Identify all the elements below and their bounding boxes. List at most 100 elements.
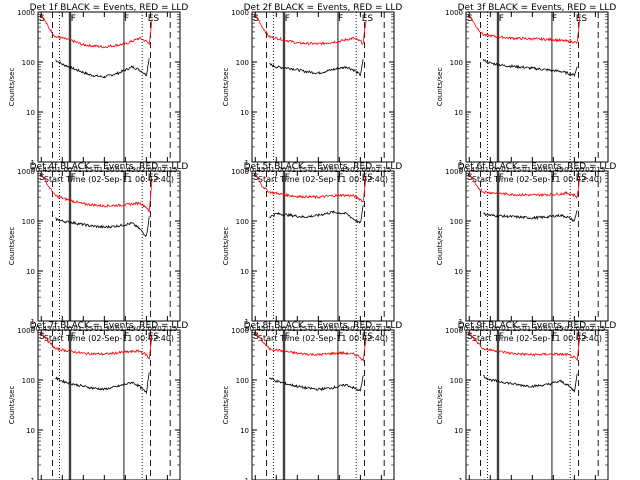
marker-letter: F — [552, 332, 557, 342]
y-tick-label: 1 — [459, 477, 463, 480]
marker-letter: E — [576, 332, 582, 342]
x-tick-label: 01:45 — [115, 325, 135, 333]
y-tick-label: 1000 — [445, 9, 463, 17]
y-tick-label: 10 — [26, 109, 35, 117]
plot-frame — [37, 170, 181, 322]
marker-letter: S — [153, 173, 159, 183]
x-tick-label: 02:15 — [157, 166, 177, 174]
x-tick-label: 00:45 — [31, 166, 51, 174]
plot-frame — [465, 170, 609, 322]
panel-det-9f: Det 9f BLACK = Events, RED = LLD11010010… — [436, 321, 616, 480]
panel-det-4f: Det 4f BLACK = Events, RED = LLD11010010… — [8, 162, 188, 343]
panel-det-2f: Det 2f BLACK = Events, RED = LLD 1 10 100 10… — [222, 3, 402, 184]
marker-letter: F — [285, 173, 290, 183]
x-tick-label: 01:30 — [522, 166, 542, 174]
y-tick-label: 1000 — [231, 327, 249, 335]
x-tick-label: 02:00 — [136, 166, 156, 174]
x-tick-label: 02:15 — [585, 166, 605, 174]
y-tick-label: 100 — [236, 377, 249, 385]
x-axis-label: Start Time (02-Sep-11 00:42:40) — [472, 334, 602, 343]
panel-det-5f: Det 5f BLACK = Events, RED = LLD11010010… — [222, 162, 402, 343]
marker-letter: E — [362, 332, 368, 342]
x-axis-label: Start Time (02-Sep-11 00:42:40) — [472, 175, 602, 184]
y-axis-label: Counts/sec — [8, 386, 16, 425]
plot-frame — [37, 329, 181, 480]
panel-title: Det 7f BLACK = Events, RED = LLD — [30, 321, 189, 331]
x-tick-label: 01:00 — [52, 325, 72, 333]
series-lld-line — [41, 332, 153, 360]
y-tick-label: 1 — [245, 318, 249, 326]
marker-letter: S — [581, 14, 587, 24]
panel-title: Det 4f BLACK = Events, RED = LLD — [30, 162, 189, 172]
x-tick-label: 02:00 — [350, 325, 370, 333]
y-axis-label: Counts/sec — [436, 68, 444, 107]
panel-det-1f: Det 1f BLACK = Events, RED = LLD 1 10 100 10… — [8, 3, 188, 184]
panel-det-7f: Det 7f BLACK = Events, RED = LLD11010010… — [8, 321, 188, 480]
plot-frame — [465, 329, 609, 480]
x-axis-label: Start Time (02-Sep-11 00:42:40) — [44, 175, 174, 184]
marker-letter: E — [148, 332, 154, 342]
x-tick-label: 02:00 — [350, 166, 370, 174]
y-tick-label: 10 — [454, 268, 463, 276]
panel-det-3f: Det 3f BLACK = Events, RED = LLD 1 10 100 10… — [436, 3, 616, 184]
marker-letter: S — [367, 173, 373, 183]
marker-letter: S — [467, 332, 473, 342]
series-events-line — [55, 58, 150, 79]
y-axis-label: Counts/sec — [8, 227, 16, 266]
marker-letter: F — [124, 14, 129, 24]
panel-title: Det 6f BLACK = Events, RED = LLD — [458, 162, 617, 172]
y-tick-label: 10 — [454, 109, 463, 117]
plot-frame — [465, 11, 609, 163]
marker-letter: S — [253, 14, 259, 24]
x-tick-label: 02:15 — [157, 325, 177, 333]
y-tick-label: 100 — [22, 59, 35, 67]
y-tick-label: 1000 — [17, 327, 35, 335]
y-tick-label: 100 — [22, 377, 35, 385]
marker-letter: F — [71, 332, 76, 342]
x-tick-label: 00:45 — [459, 166, 479, 174]
panel-title: Det 9f BLACK = Events, RED = LLD — [458, 321, 617, 331]
y-axis-label: Counts/sec — [436, 386, 444, 425]
x-tick-label: 01:30 — [522, 325, 542, 333]
panel-title: Det 3f BLACK = Events, RED = LLD — [458, 3, 617, 13]
plot-frame — [37, 11, 181, 163]
x-tick-label: 01:45 — [543, 325, 563, 333]
x-tick-label: 02:15 — [371, 325, 391, 333]
series-lld-line — [468, 331, 581, 361]
marker-letter: S — [153, 332, 159, 342]
y-tick-label: 100 — [450, 377, 463, 385]
y-axis-label: Counts/sec — [222, 386, 230, 425]
x-tick-label: 00:45 — [245, 325, 265, 333]
y-tick-label: 10 — [240, 109, 249, 117]
marker-letter: S — [581, 173, 587, 183]
x-tick-label: 00:45 — [245, 166, 265, 174]
marker-letter: F — [338, 332, 343, 342]
marker-letter: F — [338, 14, 343, 24]
marker-letter: S — [253, 332, 259, 342]
x-tick-label: 01:15 — [73, 166, 93, 174]
y-tick-label: 100 — [236, 218, 249, 226]
y-tick-label: 1000 — [445, 327, 463, 335]
series-lld-line — [254, 14, 367, 46]
x-tick-label: 02:00 — [564, 166, 584, 174]
marker-letter: F — [499, 332, 504, 342]
panel-title: Det 5f BLACK = Events, RED = LLD — [244, 162, 403, 172]
marker-letter: F — [71, 14, 76, 24]
panel-det-8f: Det 8f BLACK = Events, RED = LLD11010010… — [222, 321, 402, 480]
marker-letter: F — [552, 173, 557, 183]
y-tick-label: 1 — [459, 318, 463, 326]
series-lld-line — [468, 172, 581, 199]
y-tick-label: 1000 — [231, 168, 249, 176]
series-lld-line — [468, 14, 581, 44]
y-tick-label: 1 — [459, 159, 463, 167]
y-tick-label: 1 — [31, 159, 35, 167]
x-tick-label: 01:45 — [329, 166, 349, 174]
y-tick-label: 1000 — [17, 168, 35, 176]
x-tick-label: 01:30 — [308, 166, 328, 174]
marker-letter: S — [367, 332, 373, 342]
plot-frame — [251, 329, 395, 480]
series-events-line — [269, 375, 364, 392]
x-tick-label: 01:30 — [94, 325, 114, 333]
x-tick-label: 02:15 — [585, 325, 605, 333]
